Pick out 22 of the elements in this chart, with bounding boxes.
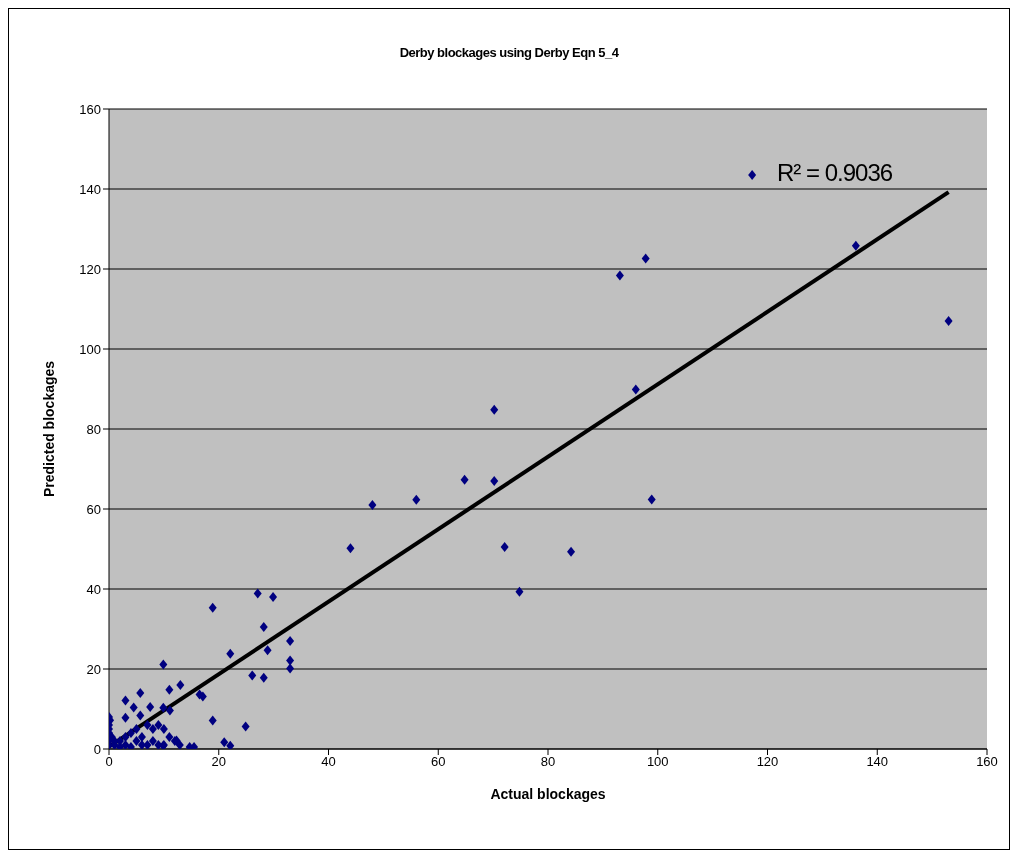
- x-tick-label: 100: [646, 754, 669, 770]
- x-tick-label: 60: [431, 754, 446, 770]
- x-tick-label: 120: [756, 754, 779, 770]
- x-axis-title: Actual blockages: [490, 786, 606, 802]
- x-tick-label: 160: [976, 754, 998, 770]
- y-axis-title: Predicted blockages: [40, 360, 57, 498]
- y-tick-label: 120: [79, 261, 101, 277]
- x-tick-label: 20: [211, 754, 226, 770]
- y-tick-label: 140: [79, 181, 101, 197]
- chart-title: Derby blockages using Derby Eqn 5_4: [398, 45, 620, 60]
- x-tick-label: 140: [866, 754, 889, 770]
- y-tick-label: 100: [79, 341, 101, 357]
- annotation: R² = 0.9036: [777, 159, 893, 186]
- x-tick-label: 80: [540, 754, 556, 770]
- x-tick-label: 0: [105, 754, 113, 770]
- y-tick-label: 40: [86, 581, 101, 597]
- x-tick-label: 40: [321, 754, 336, 770]
- y-tick-label: 160: [79, 101, 101, 117]
- y-tick-label: 20: [86, 661, 101, 677]
- y-tick-label: 60: [86, 501, 101, 517]
- y-tick-label: 80: [86, 421, 101, 437]
- y-tick-label: 0: [93, 741, 101, 757]
